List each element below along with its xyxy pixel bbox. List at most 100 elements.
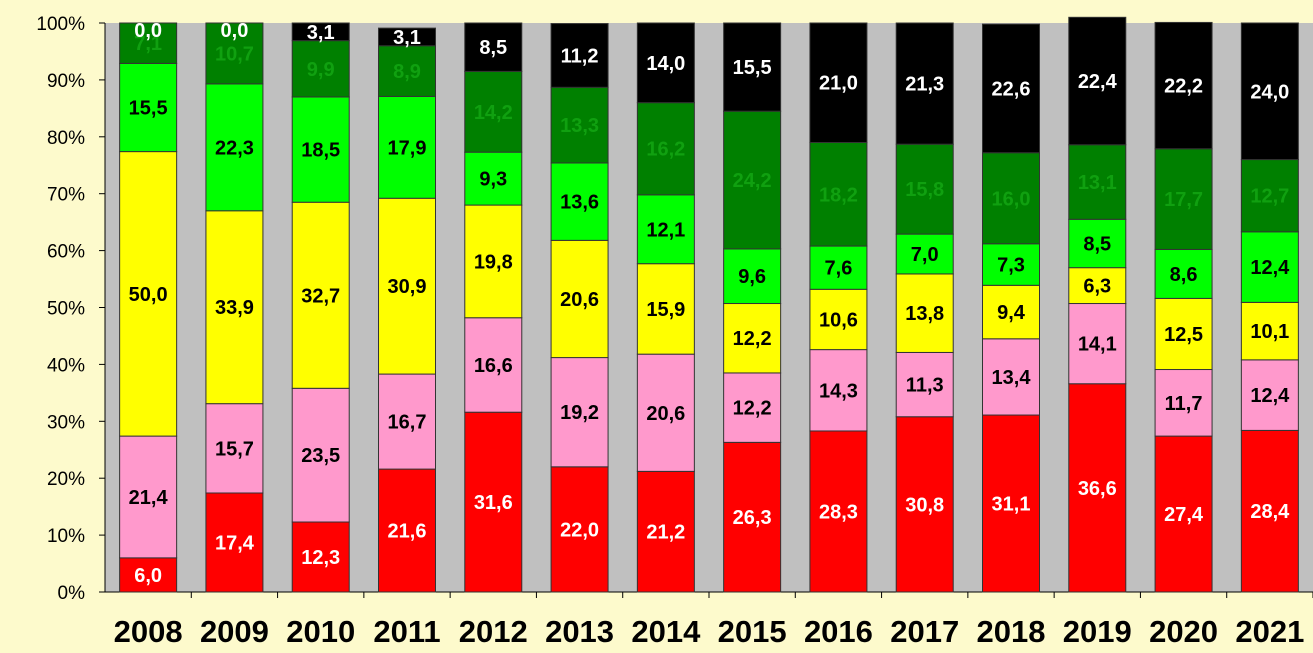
data-label: 20,6	[560, 289, 599, 311]
data-label: 50,0	[129, 284, 168, 306]
x-tick-label: 2021	[1235, 614, 1304, 649]
bar-segment	[378, 468, 436, 593]
data-label: 24,2	[733, 170, 772, 192]
bar-segment	[1068, 16, 1127, 146]
bar-segment	[1240, 429, 1299, 593]
data-label: 22,6	[992, 78, 1031, 100]
bar-segment	[809, 245, 868, 290]
data-label: 8,9	[393, 61, 421, 83]
data-label: 16,2	[646, 139, 685, 161]
data-label: 11,2	[561, 45, 599, 67]
y-tick-label: 40%	[47, 355, 85, 376]
data-label: 9,6	[738, 266, 766, 288]
data-label: 12,4	[1250, 385, 1290, 407]
bar-segment	[550, 86, 609, 164]
bar-segment	[378, 45, 436, 97]
bar-segment	[550, 466, 609, 593]
data-label: 14,3	[819, 380, 858, 402]
x-tick-label: 2015	[718, 614, 787, 649]
bar-segment	[982, 243, 1040, 286]
data-label: 20,6	[646, 403, 685, 425]
data-label: 12,7	[1250, 186, 1289, 208]
bar-segment	[1068, 303, 1127, 385]
bar-segment	[636, 353, 695, 472]
bar-segment	[636, 194, 695, 265]
x-tick-label: 2013	[545, 614, 614, 649]
bar-segment	[723, 248, 782, 305]
data-label: 13,8	[905, 303, 944, 325]
bar-segment	[1068, 383, 1127, 593]
data-label: 22,3	[215, 137, 254, 159]
data-label: 12,1	[646, 219, 685, 241]
y-tick-label: 30%	[47, 412, 85, 433]
data-label: 7,0	[911, 244, 939, 266]
data-label: 8,5	[1083, 233, 1111, 255]
bar-segment	[464, 317, 523, 413]
bar-segment	[723, 441, 782, 593]
x-tick-label: 2010	[286, 614, 355, 649]
data-label: 15,5	[733, 57, 772, 79]
bar-segment	[895, 351, 954, 418]
y-tick-label: 50%	[47, 299, 85, 320]
data-label: 17,4	[215, 532, 255, 554]
x-tick-label: 2016	[804, 614, 873, 649]
bar-segment	[205, 403, 264, 494]
data-label: 14,1	[1078, 334, 1117, 356]
data-label: 13,6	[560, 192, 599, 214]
data-label: 12,5	[1164, 324, 1203, 346]
x-tick-label: 2020	[1149, 614, 1218, 649]
data-label: 26,3	[733, 507, 772, 529]
y-tick-label: 10%	[47, 526, 85, 547]
data-label: 16,0	[992, 188, 1031, 210]
data-label: 22,4	[1078, 71, 1118, 93]
data-label: 30,8	[905, 494, 944, 516]
data-label: 10,6	[819, 309, 858, 331]
bar-segment	[982, 414, 1040, 593]
y-tick-label: 90%	[47, 71, 85, 92]
data-label: 8,6	[1170, 264, 1198, 286]
bar-segment	[464, 411, 523, 593]
bar-segment	[1154, 148, 1213, 250]
bar-segment	[119, 435, 178, 559]
data-label: 7,6	[825, 258, 853, 280]
data-label: 21,4	[129, 487, 169, 509]
data-label: 13,4	[992, 367, 1032, 389]
data-label: 7,1	[134, 33, 162, 55]
bar-segment	[723, 22, 782, 112]
bar-segment	[205, 83, 264, 212]
bar-segment	[119, 151, 178, 437]
bar-segment	[550, 23, 609, 88]
bar-segment	[550, 357, 609, 468]
data-label: 36,6	[1078, 478, 1117, 500]
x-tick-label: 2019	[1063, 614, 1132, 649]
data-label: 22,2	[1164, 76, 1203, 98]
y-tick-label: 20%	[47, 469, 85, 490]
plot-area	[105, 23, 1313, 592]
bar-segment	[1154, 21, 1213, 150]
x-tick-label: 2018	[977, 614, 1046, 649]
data-label: 19,2	[560, 402, 599, 424]
x-tick-label: 2012	[459, 614, 528, 649]
y-tick-label: 80%	[47, 128, 85, 149]
data-label: 7,3	[997, 255, 1025, 277]
bar-segment	[464, 204, 523, 319]
data-label: 0,0	[134, 20, 162, 42]
y-tick-label: 0%	[58, 583, 86, 604]
bar-segment	[205, 22, 264, 85]
data-label: 22,0	[560, 519, 599, 541]
bar-segment	[1240, 22, 1299, 161]
data-label: 9,9	[307, 59, 335, 81]
bar-segment	[1068, 267, 1127, 305]
bar-segment	[895, 22, 954, 145]
bar-segment	[636, 22, 695, 104]
data-label: 8,5	[479, 37, 507, 59]
bar-segment	[982, 284, 1040, 340]
bar-segment	[723, 372, 782, 443]
data-label: 21,2	[646, 522, 685, 544]
bar-segment	[205, 210, 264, 405]
bar-segment	[119, 62, 178, 153]
bar-segment	[1154, 297, 1213, 371]
data-label: 16,7	[388, 412, 427, 434]
bar-segment	[1240, 359, 1299, 431]
